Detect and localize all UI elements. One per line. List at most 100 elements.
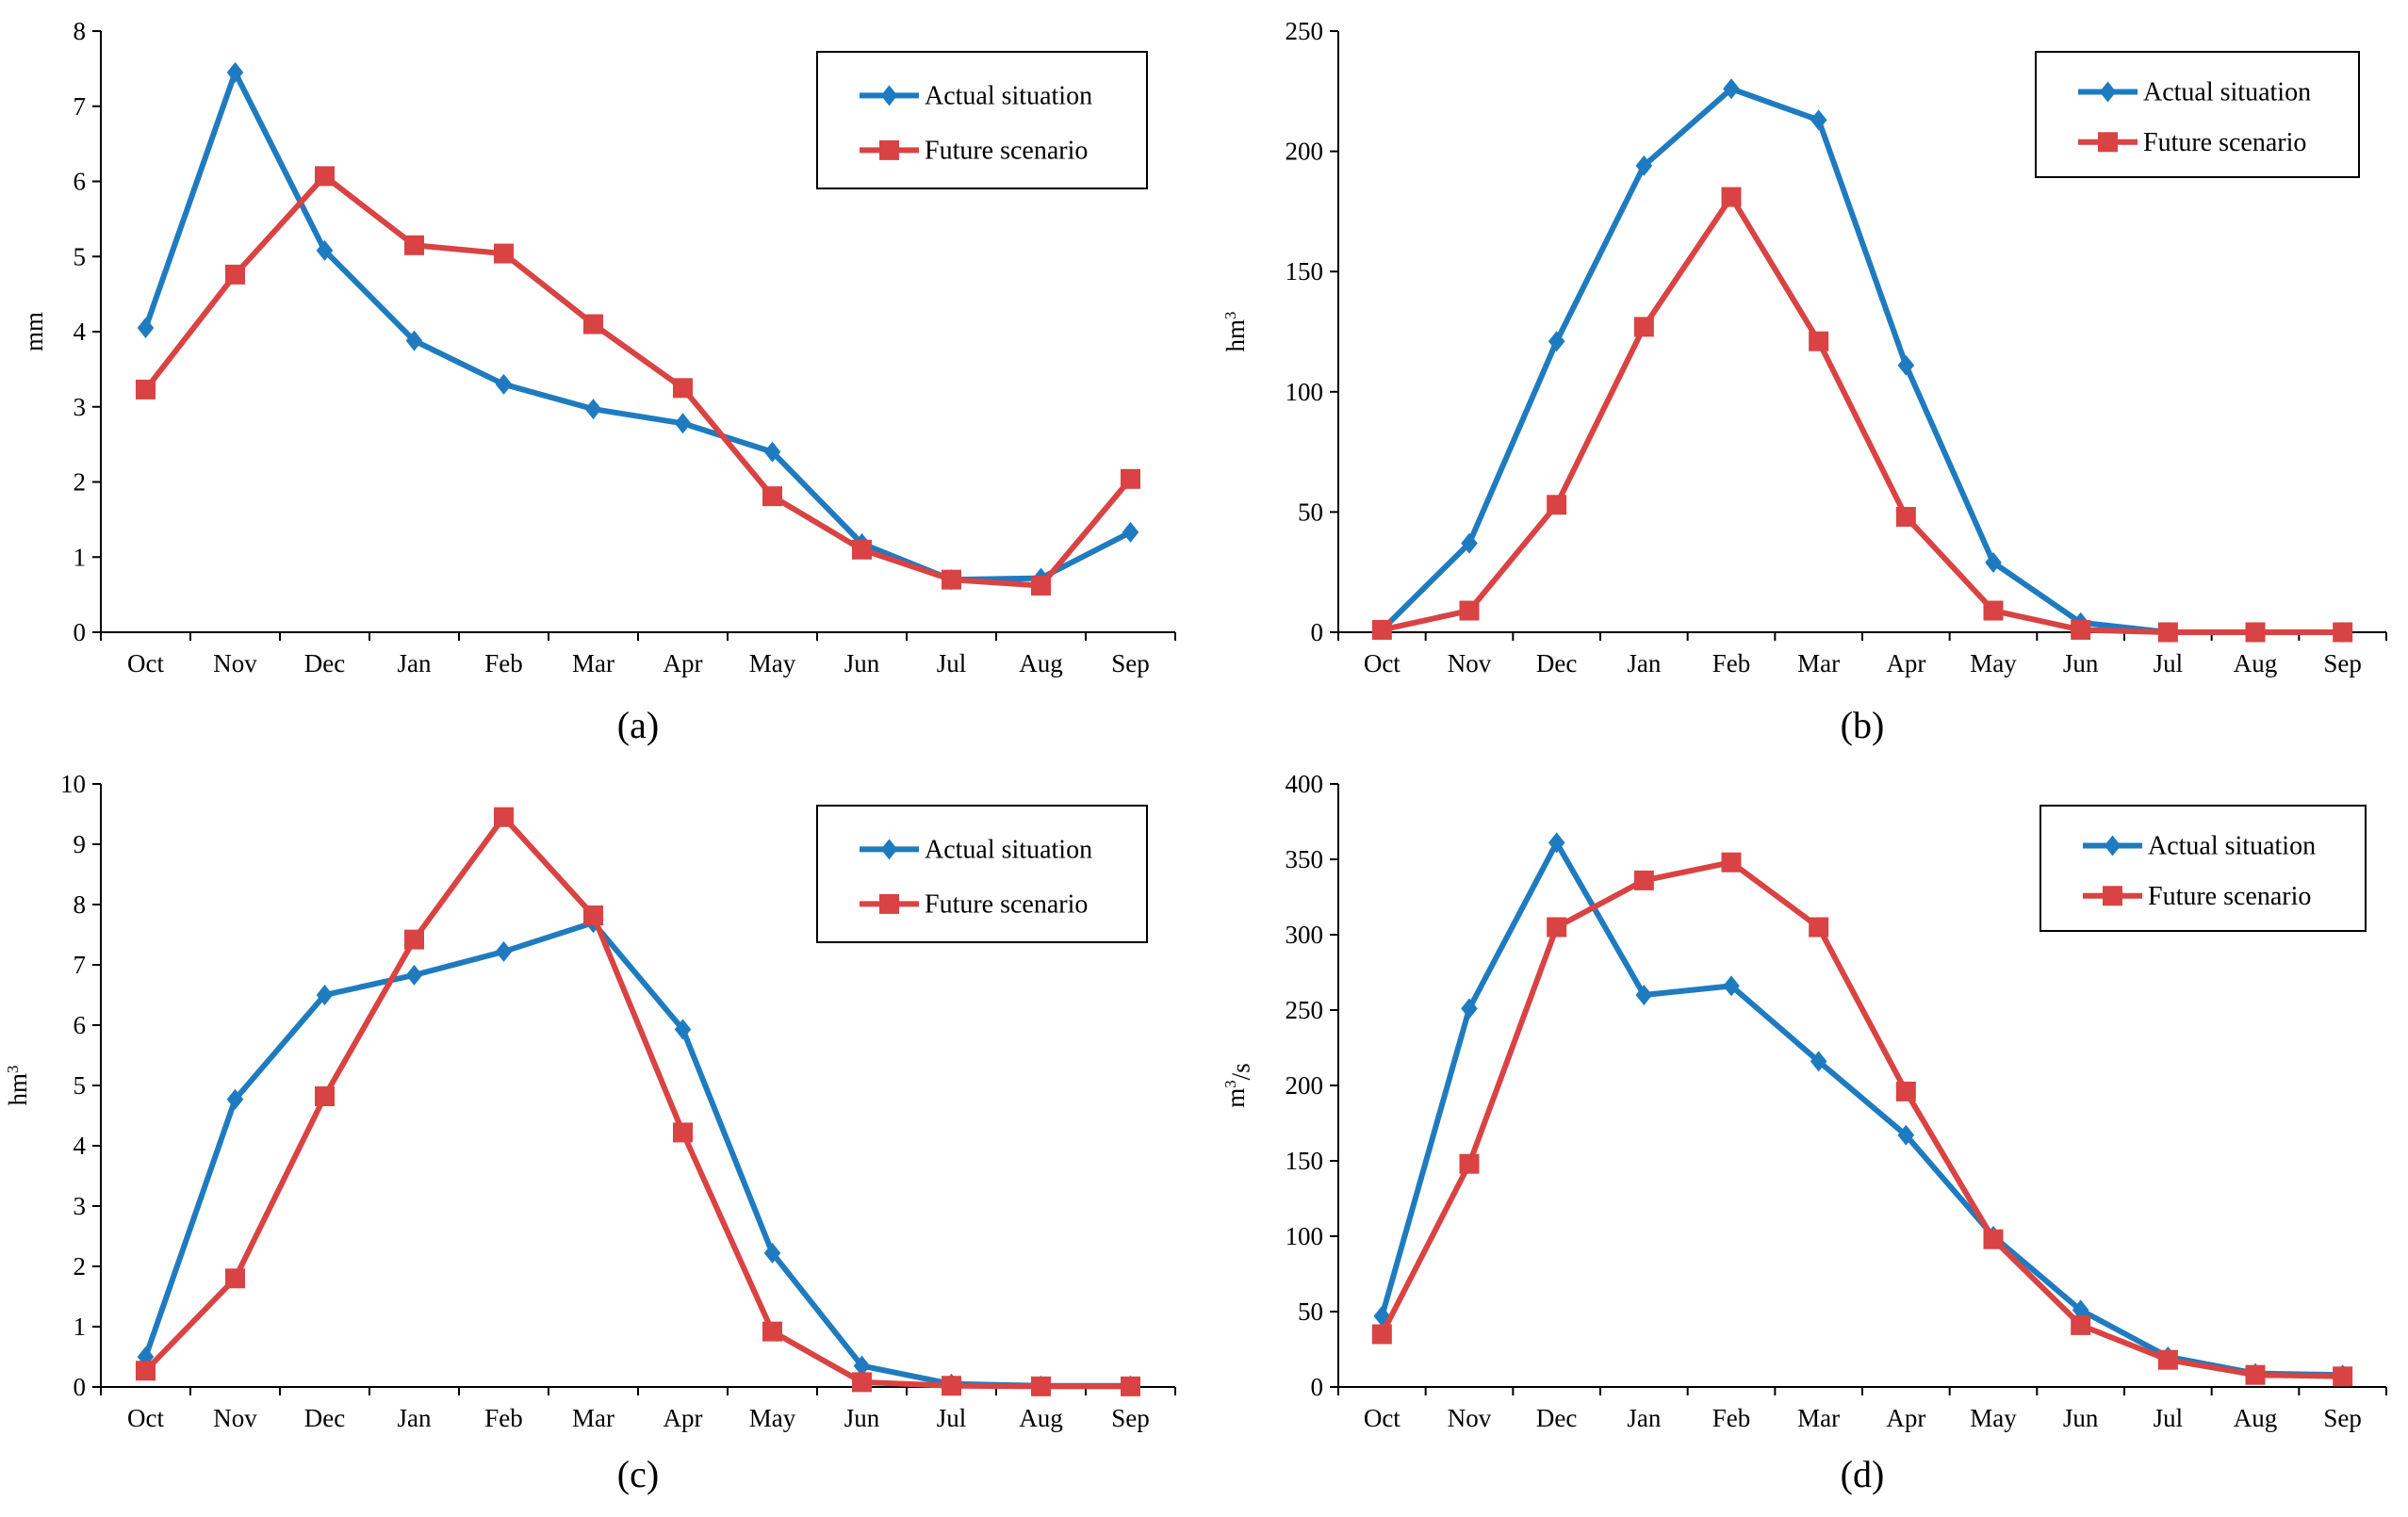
x-tick-label: Aug [1019,649,1063,677]
data-point [1721,187,1742,207]
x-tick-label: Jan [1627,1404,1661,1432]
y-tick-label: 10 [60,770,86,798]
panel-label: (b) [1841,704,1885,746]
data-point [1809,917,1829,938]
legend-swatch-marker [2103,886,2122,906]
data-point [1547,495,1567,515]
series-line [1379,859,2343,1379]
y-tick-label: 5 [74,1071,87,1100]
data-point [1810,109,1827,131]
y-tick-label: 6 [74,168,87,196]
data-point [1371,619,1392,640]
y-tick-label: 8 [74,890,87,919]
data-point [2157,622,2178,643]
data-point [1461,998,1478,1019]
x-tick-label: Mar [572,649,614,677]
data-point [942,569,961,590]
y-axis-label: mm [20,312,48,351]
data-point [1121,468,1140,489]
x-tick-label: May [749,649,796,677]
panel-label: (a) [617,704,659,746]
data-point [762,1321,782,1342]
legend-box [816,51,1148,189]
data-point [1810,1051,1827,1072]
data-point [1459,600,1480,621]
chart-panel-c: 0 1 2 3 4 5 6 7 8 9 10 Oct Nov Dec Jan Feb Mar Apr May Jun J… [4,770,1176,1495]
data-point [1547,917,1567,938]
data-point [404,235,424,255]
legend-swatch-marker [880,85,898,106]
y-tick-label: 400 [1286,770,1324,798]
data-point [584,399,602,420]
y-tick-label: 7 [74,951,87,979]
legend-box [816,805,1148,943]
y-tick-label: 200 [1286,138,1324,166]
x-tick-label: Dec [1536,649,1577,677]
data-point [226,1088,244,1110]
y-axis-label: hm3 [1221,312,1250,352]
data-point [583,905,603,926]
series-future-scenario [1371,187,2353,643]
y-axis-label: hm3 [4,1066,32,1106]
legend-label: Future scenario [925,136,1088,165]
y-tick-label: 4 [74,1132,87,1160]
data-point [494,243,514,264]
x-tick-label: Sep [2323,649,2362,677]
data-point [405,330,423,351]
legend-label: Future scenario [2143,128,2306,157]
x-tick-label: Jul [2154,1404,2184,1432]
chart-panel-b: 0 50 100 150 200 250 Oct Nov Dec Jan Feb Mar Apr May J… [1221,17,2387,746]
data-point [763,1242,781,1264]
y-tick-label: 3 [74,393,87,421]
legend-box [2035,51,2360,178]
x-tick-label: Jun [844,1404,880,1432]
data-point [404,929,424,950]
x-tick-label: Oct [127,1404,164,1432]
data-point [674,1019,692,1040]
y-tick-label: 100 [1286,1222,1324,1250]
data-point [1635,155,1653,176]
data-point [226,61,244,83]
x-tick-label: Mar [1797,1404,1840,1432]
x-tick-label: Jul [2154,649,2184,677]
y-tick-label: 7 [74,92,87,121]
y-tick-label: 3 [74,1192,87,1220]
y-tick-label: 150 [1286,257,1324,285]
legend-swatch-marker [880,839,898,860]
x-tick-label: Aug [2234,1404,2278,1432]
x-tick-label: Nov [213,649,257,677]
legend-label: Future scenario [925,889,1088,919]
data-point [1371,1324,1392,1345]
y-tick-label: 0 [74,1373,87,1401]
data-point [763,441,781,463]
data-point [495,940,513,962]
data-point [495,373,513,395]
data-point [1633,317,1654,337]
data-point [225,1268,245,1289]
x-tick-label: Apr [1886,1404,1925,1432]
data-point [1031,1376,1051,1396]
data-point [942,1376,961,1396]
y-tick-label: 2 [74,1252,87,1280]
x-tick-label: Feb [484,1404,523,1432]
y-tick-label: 9 [74,830,87,858]
data-point [1895,507,1916,528]
x-tick-label: Sep [1111,1404,1150,1432]
x-tick-label: Jul [937,1404,967,1432]
x-tick-label: Feb [1712,1404,1751,1432]
data-point [316,239,334,261]
x-tick-label: Jun [2063,649,2099,677]
data-point [2245,1364,2266,1385]
y-tick-label: 4 [74,318,87,346]
legend: Actual situation Future scenario [816,805,1148,943]
y-tick-label: 200 [1286,1071,1324,1100]
x-tick-label: Oct [1364,1404,1401,1432]
x-tick-label: Sep [2323,1404,2362,1432]
legend-label: Future scenario [2148,882,2311,911]
data-point [1723,975,1740,997]
y-tick-label: 150 [1286,1147,1324,1175]
y-tick-label: 1 [74,1313,87,1341]
x-tick-label: Oct [127,649,164,677]
data-point [136,1361,156,1381]
